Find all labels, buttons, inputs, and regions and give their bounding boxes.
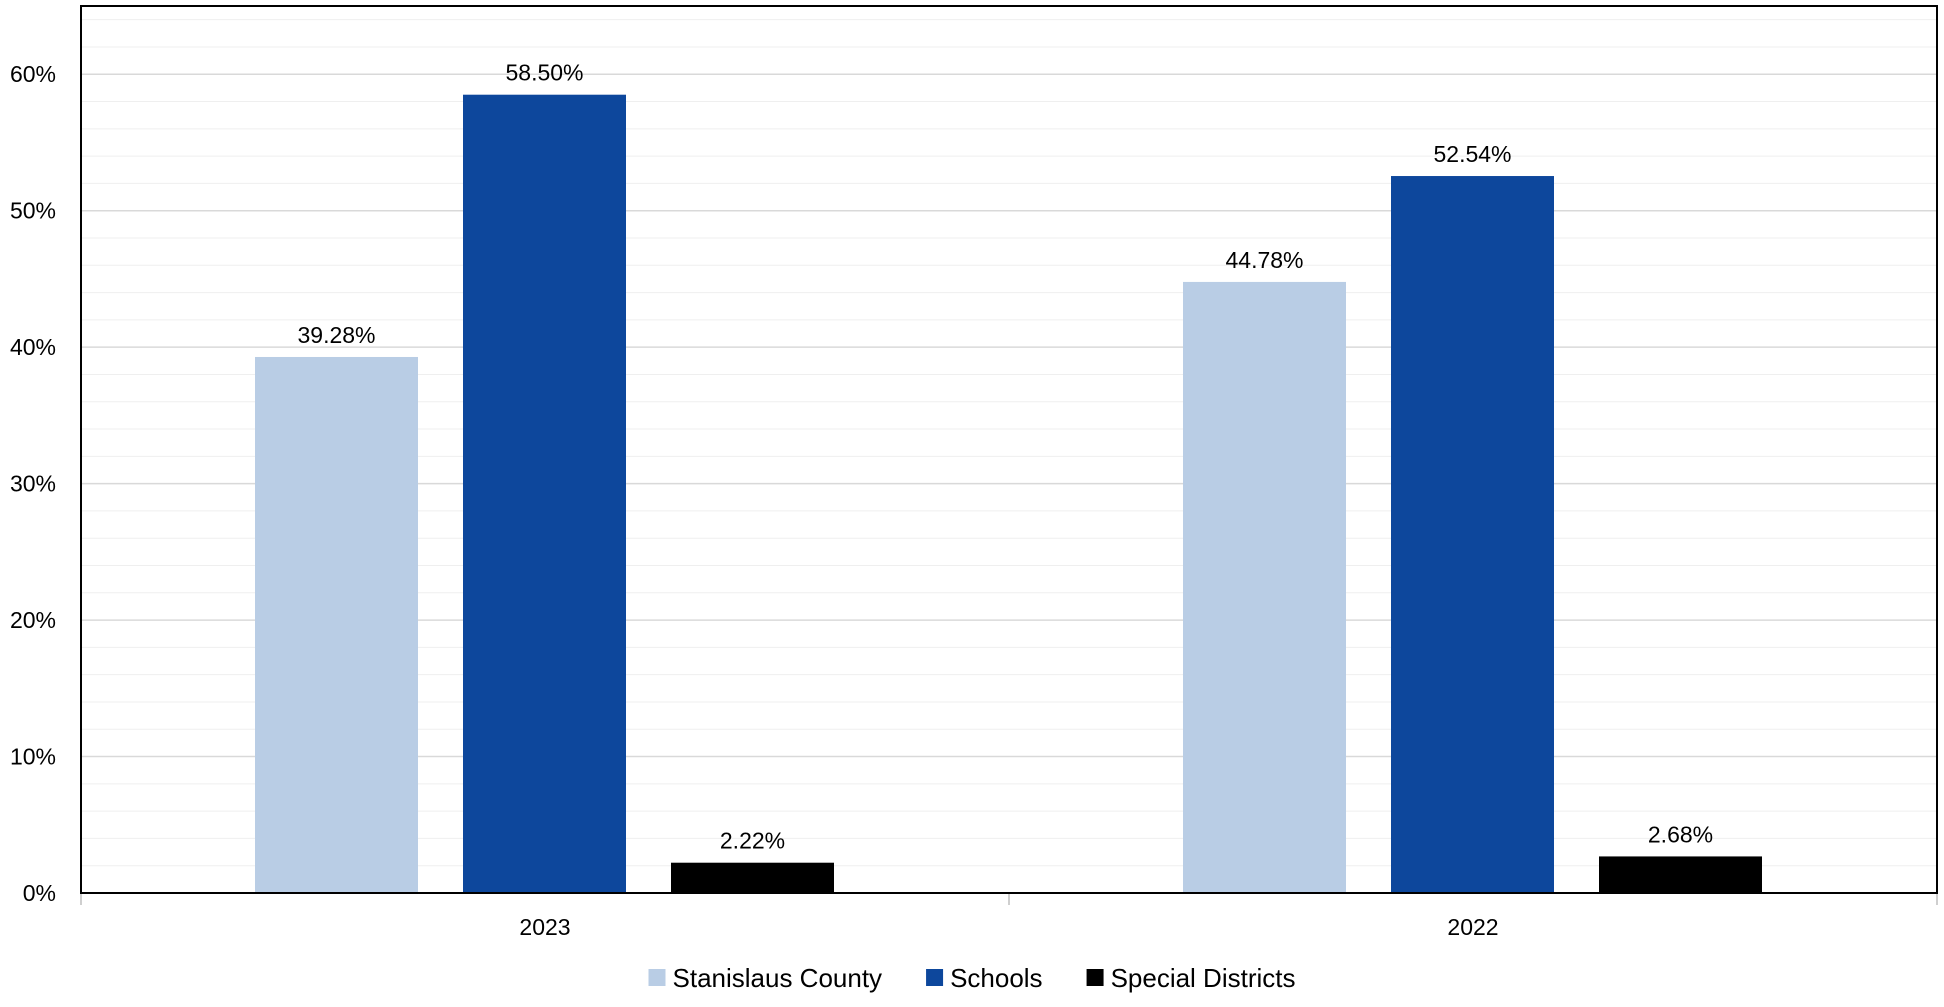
bar-stanislaus-county-2022 <box>1183 281 1346 893</box>
legend: Stanislaus County Schools Special District… <box>648 963 1296 993</box>
y-tick-label: 40% <box>10 334 56 360</box>
y-tick-label: 50% <box>10 198 56 224</box>
data-label: 2.68% <box>1648 821 1713 847</box>
y-axis-tick-labels: 0% 10% 20% 30% 40% 50% 60% <box>10 61 56 906</box>
legend-swatch <box>1086 969 1104 986</box>
data-label: 2.22% <box>720 828 785 854</box>
y-tick-label: 60% <box>10 61 56 87</box>
y-tick-label: 20% <box>10 607 56 633</box>
data-labels: 39.28% 58.50% 2.22% 44.78% 52.54% 2.68% <box>297 60 1713 854</box>
legend-label: Special Districts <box>1111 963 1296 993</box>
data-label: 44.78% <box>1225 247 1303 273</box>
legend-label: Schools <box>950 963 1043 993</box>
bar-special-districts-2022 <box>1599 856 1762 893</box>
x-tick-label: 2022 <box>1447 914 1498 940</box>
bar-schools-2022 <box>1391 176 1554 894</box>
bar-stanislaus-county-2023 <box>255 356 418 893</box>
data-label: 39.28% <box>297 322 375 348</box>
legend-label: Stanislaus County <box>673 963 883 993</box>
legend-swatch <box>648 969 666 986</box>
y-tick-label: 0% <box>23 880 56 906</box>
y-tick-label: 30% <box>10 471 56 497</box>
plot-frame <box>80 5 1938 894</box>
x-tick-label: 2023 <box>519 914 570 940</box>
bars <box>255 94 1762 894</box>
bar-schools-2023 <box>463 94 626 893</box>
data-label: 58.50% <box>505 60 583 86</box>
x-axis: 2023 2022 <box>80 892 1938 940</box>
y-tick-label: 10% <box>10 744 56 770</box>
data-label: 52.54% <box>1433 141 1511 167</box>
legend-swatch <box>926 969 944 986</box>
bar-special-districts-2023 <box>671 862 834 893</box>
